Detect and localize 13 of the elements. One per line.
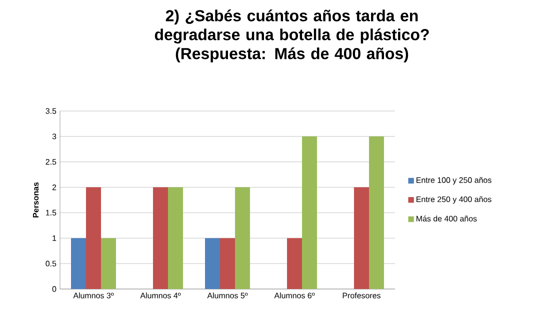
bar	[86, 187, 101, 289]
bar	[205, 238, 220, 289]
bar	[354, 187, 369, 289]
bar	[153, 187, 168, 289]
bar	[287, 238, 302, 289]
bar	[71, 238, 86, 289]
bar	[220, 238, 235, 289]
bar	[168, 187, 183, 289]
bar	[302, 136, 317, 289]
bar	[369, 136, 384, 289]
bar	[101, 238, 116, 289]
chart-title: 2) ¿Sabés cuántos años tarda en degradarse una botella de plástico? (Respuesta: Más de 400 años)	[154, 10, 429, 62]
bar	[235, 187, 250, 289]
